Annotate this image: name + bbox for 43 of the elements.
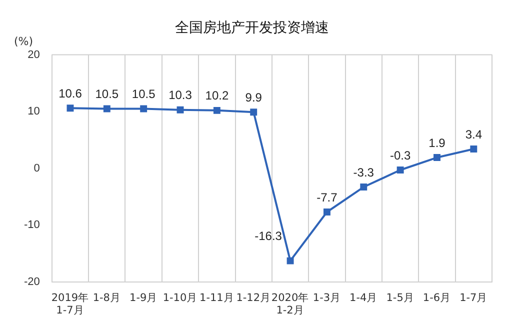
point <box>103 105 110 112</box>
data-label: 10.6 <box>58 86 82 100</box>
x-tick-label: 1-8月 <box>92 292 121 304</box>
point <box>396 166 404 174</box>
point <box>66 104 74 112</box>
x-tick-label: 1-12月 <box>236 292 272 304</box>
data-label: -3.3 <box>353 165 374 180</box>
point <box>176 106 184 114</box>
x-tick-label: 1-9月 <box>130 292 158 304</box>
x-tick-label: 1-11月 <box>200 292 234 304</box>
point <box>140 105 148 112</box>
data-label: -0.3 <box>390 148 411 162</box>
point <box>250 108 258 116</box>
point <box>360 184 368 191</box>
chart-title: 全国房地产开发投资增速 <box>175 20 329 36</box>
point <box>213 106 220 114</box>
y-tick-label: 20 <box>28 48 40 61</box>
data-label: 9.9 <box>245 90 262 104</box>
data-label: 10.5 <box>95 87 119 102</box>
data-label: 10.5 <box>132 87 156 102</box>
point <box>470 146 478 152</box>
data-label: -7.7 <box>316 190 338 204</box>
y-axis-title: (%) <box>14 34 34 48</box>
point <box>323 208 330 216</box>
x-tick-label: 2019年 1-7月 <box>51 292 90 316</box>
x-tick-label: 1-3月 <box>312 292 342 304</box>
x-tick-label: 1-4月 <box>350 292 378 304</box>
x-tick-label: 1-10月 <box>162 292 198 304</box>
y-tick-label: -10 <box>24 219 40 232</box>
y-tick-label: 10 <box>28 106 40 118</box>
x-tick-label: 1-7月 <box>460 292 488 304</box>
data-label: -16.3 <box>254 229 282 244</box>
data-label: 1.9 <box>428 136 446 150</box>
point <box>286 257 294 264</box>
x-tick-label: 2020年 1-2月 <box>271 292 310 316</box>
y-tick-label: 0 <box>34 162 40 174</box>
x-tick-label: 1-6月 <box>422 292 452 304</box>
data-label: 10.3 <box>168 88 192 102</box>
x-tick-label: 1-5月 <box>386 292 414 304</box>
data-label: 10.2 <box>205 88 229 103</box>
data-label: 3.4 <box>465 127 482 142</box>
point <box>434 154 440 161</box>
y-tick-label: -20 <box>24 276 40 288</box>
